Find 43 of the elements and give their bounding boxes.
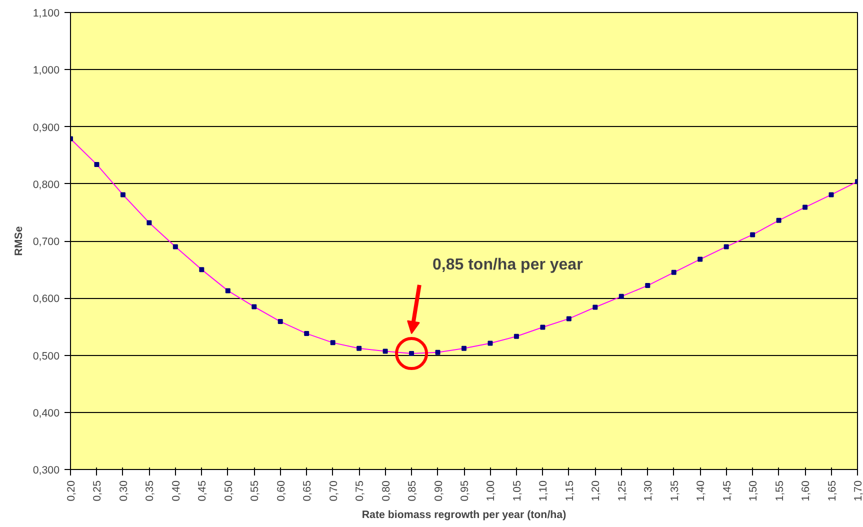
x-tick-label: 0,25 xyxy=(92,480,104,502)
x-tick-label: 1,35 xyxy=(668,480,681,502)
x-tick-label: 1,15 xyxy=(564,480,576,502)
y-tick-label: 1,100 xyxy=(32,8,60,20)
x-tick-label: 0,60 xyxy=(275,480,288,502)
y-axis-title: RMSe xyxy=(12,226,25,256)
x-tick-label: 1,00 xyxy=(485,480,498,502)
y-tick-label: 0,500 xyxy=(32,350,60,362)
y-tick-label: 0,800 xyxy=(32,178,60,191)
x-tick-label: 1,20 xyxy=(590,480,602,502)
x-tick-label: 0,50 xyxy=(222,480,235,502)
x-tick-label: 0,35 xyxy=(144,480,156,502)
x-axis-title: Rate biomass regrowth per year (ton/ha) xyxy=(362,509,567,522)
x-tick-label: 0,40 xyxy=(170,480,182,502)
y-tick-label: 1,000 xyxy=(32,64,60,77)
x-tick-label: 1,25 xyxy=(616,480,628,502)
x-tick-label: 0,80 xyxy=(380,480,392,502)
x-tick-label: 0,95 xyxy=(459,480,471,502)
x-tick-label: 1,60 xyxy=(800,480,812,502)
y-tick-label: 0,400 xyxy=(32,407,60,420)
x-tick-label: 1,45 xyxy=(721,480,734,502)
x-tick-label: 1,30 xyxy=(642,480,655,502)
y-tick-label: 0,700 xyxy=(32,236,60,248)
x-tick-label: 0,45 xyxy=(196,480,209,502)
x-tick-label: 1,40 xyxy=(695,480,708,502)
x-tick-label: 0,70 xyxy=(328,480,340,502)
x-tick-label: 1,70 xyxy=(852,480,863,502)
annotation: 0,85 ton/ha per year xyxy=(432,256,583,274)
x-tick-label: 1,55 xyxy=(774,480,786,502)
y-tick-label: 0,900 xyxy=(32,122,60,134)
x-tick-label: 0,20 xyxy=(66,480,78,502)
x-tick-label: 0,55 xyxy=(249,480,262,502)
y-tick-label: 0,300 xyxy=(32,464,60,476)
x-tick-label: 1,65 xyxy=(826,480,838,502)
x-tick-label: 1,05 xyxy=(511,480,524,502)
x-tick-label: 0,90 xyxy=(432,480,445,502)
x-tick-label: 0,75 xyxy=(354,480,366,502)
x-tick-label: 1,50 xyxy=(748,480,760,502)
x-tick-label: 1,10 xyxy=(538,480,550,502)
x-tick-label: 0,30 xyxy=(118,480,130,502)
y-tick-label: 0,600 xyxy=(32,293,60,306)
x-tick-label: 0,65 xyxy=(302,480,314,502)
x-tick-label: 0,85 xyxy=(406,480,419,502)
